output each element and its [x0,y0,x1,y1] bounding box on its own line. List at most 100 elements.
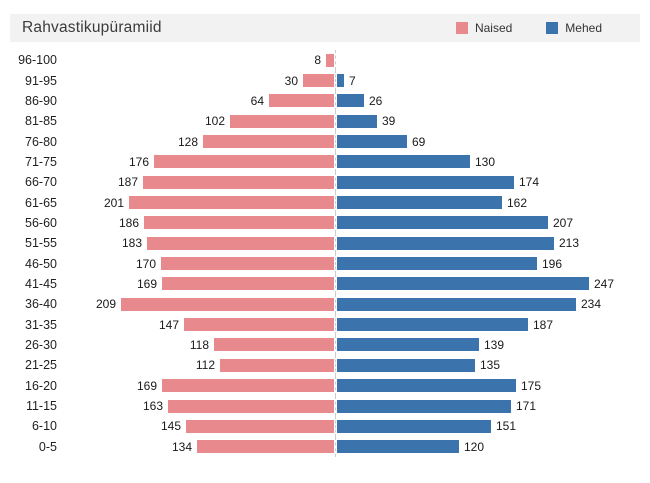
naised-value-label: 186 [118,215,139,230]
age-group-label: 41-45 [25,276,57,291]
mehed-value-label: 213 [559,236,580,251]
female-cell: 169 [57,274,335,294]
mehed-bar[interactable] [337,216,548,230]
mehed-bar[interactable] [337,338,479,352]
mehed-value-label: 39 [382,114,396,129]
naised-bar[interactable] [143,175,334,189]
mehed-bar[interactable] [337,358,475,372]
mehed-value-label: 196 [542,256,563,271]
mehed-bar[interactable] [337,135,407,149]
naised-bar[interactable] [168,399,334,413]
mehed-bar[interactable] [337,114,377,128]
mehed-value-label: 69 [412,134,426,149]
pyramid-row: 0-5 134 120 [0,436,650,457]
mehed-bar[interactable] [337,318,528,332]
pyramid-row: 51-55 183 213 [0,233,650,254]
naised-bar[interactable] [144,216,334,230]
naised-bar[interactable] [269,94,334,108]
age-group-label: 66-70 [25,175,57,190]
naised-bar[interactable] [161,257,334,271]
naised-value-label: 118 [189,337,209,352]
naised-bar[interactable] [203,135,334,149]
pyramid-chart: 96-100 8 91-95 30 7 86-90 64 26 81-85 102 39 76-80 1… [0,50,650,457]
naised-bar[interactable] [121,297,334,311]
chart-title: Rahvastikupüramiid [22,19,162,36]
naised-bar[interactable] [303,74,334,88]
legend-item-naised[interactable]: Naised [455,21,512,35]
male-cell: 175 [335,375,650,396]
naised-bar[interactable] [162,277,334,291]
mehed-bar[interactable] [337,257,537,271]
pyramid-row: 96-100 8 [0,50,650,71]
mehed-bar[interactable] [337,236,554,250]
mehed-bar[interactable] [337,94,364,108]
naised-bar[interactable] [197,440,334,454]
mehed-value-label: 174 [519,175,540,190]
male-cell: 130 [335,151,650,173]
female-cell: 170 [57,253,335,273]
age-group-label: 6-10 [31,419,57,434]
naised-bar[interactable] [214,338,334,352]
naised-value-label: 134 [171,439,192,454]
male-cell: 196 [335,253,650,274]
pyramid-row: 61-65 201 162 [0,192,650,213]
pyramid-row: 26-30 118 139 [0,334,650,356]
pyramid-row: 41-45 169 247 [0,273,650,295]
mehed-bar[interactable] [337,277,589,291]
legend-label-mehed: Mehed [565,21,602,35]
pyramid-row: 11-15 163 171 [0,395,650,417]
naised-bar[interactable] [184,318,334,332]
mehed-value-label: 135 [480,358,501,373]
mehed-swatch-icon [546,22,559,34]
naised-value-label: 64 [250,93,264,108]
mehed-value-label: 247 [594,276,615,291]
naised-bar[interactable] [129,196,334,210]
female-cell: 64 [57,91,335,111]
male-cell: 69 [335,131,650,152]
mehed-value-label: 120 [464,439,485,454]
mehed-bar[interactable] [337,379,516,393]
mehed-bar[interactable] [337,196,502,210]
mehed-bar[interactable] [337,175,514,189]
female-cell: 8 [57,50,335,70]
male-cell: 120 [335,436,650,457]
pyramid-row: 6-10 145 151 [0,416,650,437]
mehed-bar[interactable] [337,297,576,311]
naised-bar[interactable] [230,114,334,128]
mehed-bar[interactable] [337,74,344,88]
legend-item-mehed[interactable]: Mehed [546,21,602,35]
naised-bar[interactable] [220,358,334,372]
mehed-value-label: 175 [521,378,542,393]
age-group-label: 96-100 [18,53,57,68]
naised-value-label: 128 [177,134,198,149]
female-cell: 183 [57,233,335,253]
naised-bar[interactable] [162,379,334,393]
female-cell: 102 [57,111,335,131]
naised-value-label: 183 [121,236,142,251]
naised-bar[interactable] [154,155,334,169]
pyramid-row: 86-90 64 26 [0,90,650,112]
male-cell: 247 [335,273,650,295]
naised-bar[interactable] [326,53,334,67]
mehed-bar[interactable] [337,155,470,169]
naised-value-label: 147 [158,317,179,332]
mehed-value-label: 234 [581,297,602,312]
female-cell: 30 [57,70,335,90]
pyramid-row: 81-85 102 39 [0,111,650,132]
male-cell: 7 [335,70,650,91]
chart-header: Rahvastikupüramiid Naised Mehed [10,14,640,42]
naised-value-label: 169 [136,276,157,291]
mehed-bar[interactable] [337,440,459,454]
female-cell: 128 [57,131,335,151]
female-cell: 118 [57,335,335,355]
mehed-value-label: 171 [516,399,537,414]
mehed-bar[interactable] [337,419,491,433]
male-cell: 187 [335,314,650,335]
female-cell: 163 [57,396,335,416]
female-cell: 169 [57,376,335,396]
naised-bar[interactable] [147,236,334,250]
pyramid-row: 46-50 170 196 [0,253,650,274]
age-group-label: 31-35 [25,317,57,332]
mehed-bar[interactable] [337,399,511,413]
naised-bar[interactable] [186,419,334,433]
